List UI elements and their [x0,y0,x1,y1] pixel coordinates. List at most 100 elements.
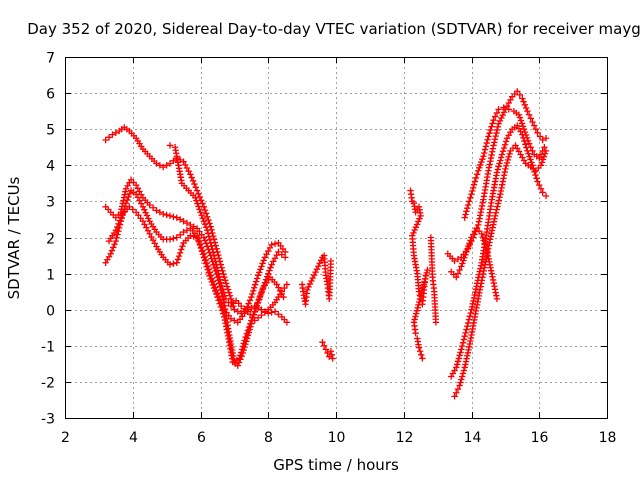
data-point-interp [163,162,170,169]
data-point-interp [243,335,251,342]
data-point-interp [210,249,217,256]
data-point-interp [410,229,417,237]
data-point [539,136,546,144]
data-point-interp [310,271,318,279]
data-point-interp [462,251,469,259]
data-point-interp [517,117,525,124]
data-point-interp [244,332,252,339]
data-point-interp [493,129,500,137]
data-point [498,151,506,158]
data-point [534,178,541,185]
data-point-interp [416,215,423,222]
data-point [237,302,245,310]
data-point [505,106,512,113]
chart-title: Day 352 of 2020, Sidereal Day-to-day VTE… [27,20,640,38]
data-point-interp [125,193,132,201]
data-point-interp [246,297,254,304]
data-point-interp [418,351,425,359]
data-point [424,266,431,274]
data-point-interp [254,299,261,307]
data-point [536,154,543,162]
data-point [231,306,238,313]
data-point-interp [492,113,499,120]
data-point-interp [422,272,430,280]
data-point-interp [458,376,465,383]
data-point-interp [528,159,535,166]
y-tick-label: 2 [46,232,55,248]
data-point-interp [459,260,466,267]
data-point-interp [188,174,195,181]
data-point-interp [195,237,202,244]
data-point-interp [456,352,463,359]
data-point-interp [211,255,219,262]
data-point [490,116,497,124]
data-point [329,355,336,362]
data-point-interp [253,275,261,282]
data-point-interp [414,304,421,311]
data-point-interp [536,181,543,189]
data-point-interp [218,300,225,307]
data-point-interp [539,156,547,163]
data-point-interp [412,313,419,320]
y-tick-label: 6 [46,87,55,103]
data-point-interp [496,117,504,125]
data-point [180,228,187,236]
data-point-interp [469,187,476,195]
data-point-interp [179,243,186,250]
data-point-interp [196,206,203,213]
data-point [283,281,291,288]
data-point [500,104,507,111]
data-point-interp [480,237,487,244]
data-point-interp [525,150,532,157]
data-point-interp [466,198,473,205]
data-point-interp [316,260,323,267]
data-point-interp [527,156,534,163]
data-point-interp [124,196,131,204]
data-point-interp [216,276,224,283]
data-point [258,306,265,313]
data-point-interp [491,139,498,146]
data-point [166,236,174,243]
data-point [322,346,330,353]
data-point-interp [417,292,424,300]
data-point-interp [116,217,124,224]
data-point-interp [458,342,466,350]
data-point [173,259,180,266]
data-point-interp [461,332,468,340]
data-point-interp [413,307,421,314]
data-point [495,106,502,113]
y-tick-label: 7 [46,51,55,67]
data-point-interp [258,263,265,270]
data-point [490,142,497,149]
data-point-interp [415,218,422,225]
data-point [200,250,208,257]
data-point-interp [418,290,425,297]
data-point-interp [205,233,213,240]
data-point-interp [235,359,243,366]
data-point-interp [241,343,248,351]
data-point-interp [247,323,254,330]
data-point-interp [453,389,460,396]
data-point-interp [178,246,185,253]
data-point [251,317,258,324]
data-point [102,136,109,144]
data-point [515,111,523,118]
data-point-interp [208,242,215,250]
data-point-interp [420,281,427,288]
data-point-interp [412,310,420,317]
data-point-interp [261,309,269,316]
data-point-interp [495,197,503,204]
data-point-interp [191,180,198,188]
data-point [275,248,282,256]
data-point-interp [482,243,489,251]
data-point-interp [532,126,540,133]
data-point-interp [190,223,197,230]
data-point-interp [533,175,540,182]
data-point-interp [231,317,238,324]
data-point-interp [412,223,420,231]
data-point [319,338,326,346]
data-point-interp [267,264,274,271]
data-point-interp [422,275,429,282]
x-tick-label: 10 [328,430,346,446]
data-point-interp [170,157,177,164]
